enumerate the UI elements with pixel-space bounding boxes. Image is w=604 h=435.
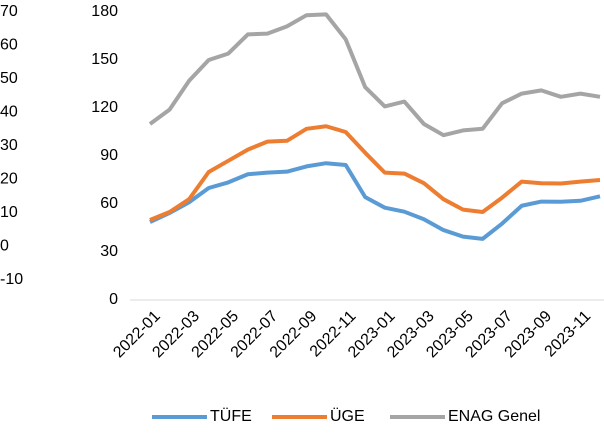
- y-tick-label: 90: [100, 147, 118, 164]
- legend-label: ÜGE: [330, 407, 365, 425]
- y2-tick-label: 10: [0, 204, 18, 221]
- y2-tick-label: 40: [0, 104, 18, 121]
- y2-tick-label: 50: [0, 70, 18, 87]
- line-series: [149, 124, 601, 222]
- legend-label: TÜFE: [210, 407, 252, 425]
- y-tick-label: 120: [91, 99, 118, 116]
- y2-tick-label: 60: [0, 37, 18, 54]
- line-series: [148, 12, 601, 138]
- y-tick-label: 30: [100, 243, 118, 260]
- y2-tick-label: 20: [0, 171, 18, 188]
- y-tick-label: 150: [91, 51, 118, 68]
- y-tick-label: 180: [91, 3, 118, 20]
- y2-tick-label: 0: [0, 238, 9, 255]
- legend-label: ENAG Genel: [448, 408, 540, 425]
- line-series: [149, 161, 601, 241]
- y-tick-label: 0: [109, 291, 118, 308]
- y2-tick-label: -10: [0, 271, 23, 288]
- y-tick-label: 60: [100, 195, 118, 212]
- y2-tick-label: 70: [0, 3, 18, 20]
- y2-tick-label: 30: [0, 137, 18, 154]
